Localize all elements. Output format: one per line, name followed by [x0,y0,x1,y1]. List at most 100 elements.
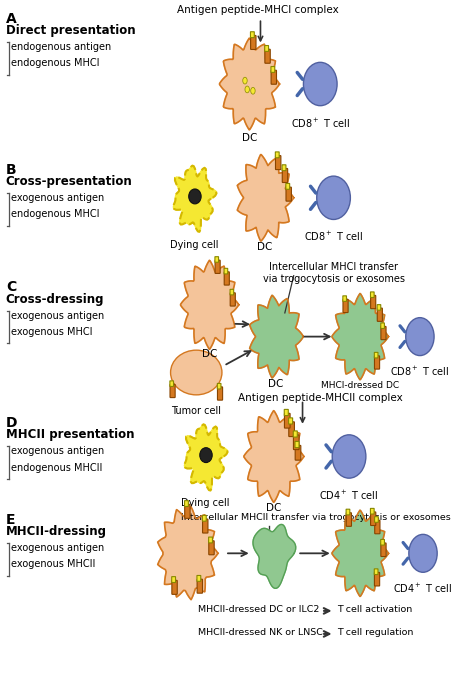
FancyBboxPatch shape [381,543,386,556]
Text: CD4$^+$ T cell: CD4$^+$ T cell [319,489,379,502]
FancyBboxPatch shape [282,169,288,182]
FancyBboxPatch shape [371,512,376,526]
Circle shape [232,58,267,110]
FancyBboxPatch shape [185,505,190,518]
FancyBboxPatch shape [293,431,297,437]
Ellipse shape [317,176,350,220]
FancyBboxPatch shape [381,539,384,545]
FancyBboxPatch shape [202,519,208,533]
Polygon shape [173,166,217,232]
Text: Antigen peptide-MHCII complex: Antigen peptide-MHCII complex [238,393,402,403]
Text: Tumor cell: Tumor cell [171,407,221,416]
Circle shape [170,527,205,580]
FancyBboxPatch shape [374,352,378,358]
FancyBboxPatch shape [293,435,299,449]
FancyBboxPatch shape [381,323,384,328]
FancyBboxPatch shape [197,575,201,581]
FancyBboxPatch shape [275,152,279,158]
Polygon shape [244,411,304,503]
FancyBboxPatch shape [374,517,378,522]
Text: endogenous MHCI: endogenous MHCI [11,58,100,68]
FancyBboxPatch shape [275,156,281,169]
FancyBboxPatch shape [289,422,294,437]
FancyBboxPatch shape [377,305,381,310]
Circle shape [344,312,376,362]
Ellipse shape [303,63,337,105]
FancyBboxPatch shape [289,418,292,424]
Text: Intercellular MHCII transfer via trogocytosis or exosomes: Intercellular MHCII transfer via trogocy… [181,513,451,522]
FancyBboxPatch shape [284,413,290,428]
FancyBboxPatch shape [218,387,223,400]
FancyBboxPatch shape [170,381,173,386]
FancyBboxPatch shape [172,580,177,594]
FancyBboxPatch shape [371,292,374,297]
FancyBboxPatch shape [282,165,286,171]
FancyBboxPatch shape [371,295,376,309]
Polygon shape [181,260,239,350]
FancyBboxPatch shape [295,441,299,447]
Text: MHCII-dressing: MHCII-dressing [6,525,107,538]
FancyBboxPatch shape [209,541,214,555]
FancyBboxPatch shape [286,184,290,189]
Text: endogenous antigen: endogenous antigen [11,42,111,52]
Text: T cell activation: T cell activation [337,605,412,615]
Ellipse shape [332,435,366,478]
Text: D: D [6,416,18,430]
Text: Dying cell: Dying cell [170,240,219,250]
Circle shape [243,78,247,84]
Text: exogenous antigen: exogenous antigen [11,311,104,321]
FancyBboxPatch shape [215,256,219,262]
Circle shape [260,312,292,361]
Text: endogenous MHCI: endogenous MHCI [11,209,100,219]
Circle shape [248,173,282,223]
Text: Intercellular MHCI transfer
via trogocytosis or exosomes: Intercellular MHCI transfer via trogocyt… [263,262,404,284]
Text: C: C [6,280,16,294]
FancyBboxPatch shape [343,299,348,313]
FancyBboxPatch shape [295,445,301,460]
Ellipse shape [200,447,212,462]
FancyBboxPatch shape [271,70,276,84]
Ellipse shape [189,189,201,204]
Text: MHCII-dressed NK or LNSC: MHCII-dressed NK or LNSC [199,628,323,637]
FancyBboxPatch shape [374,356,380,369]
Text: B: B [6,163,17,177]
FancyBboxPatch shape [172,577,175,583]
FancyBboxPatch shape [284,409,288,415]
FancyBboxPatch shape [197,579,202,593]
FancyBboxPatch shape [374,569,378,575]
Text: CD4$^+$ T cell: CD4$^+$ T cell [393,582,453,595]
FancyBboxPatch shape [264,46,269,52]
FancyBboxPatch shape [224,269,228,274]
Text: DC: DC [242,133,257,143]
Text: T cell regulation: T cell regulation [337,628,413,637]
Polygon shape [250,295,303,378]
Text: exogenous antigen: exogenous antigen [11,446,104,456]
FancyBboxPatch shape [381,326,386,340]
FancyBboxPatch shape [224,272,229,285]
FancyBboxPatch shape [218,384,221,389]
Circle shape [251,88,255,94]
Polygon shape [184,424,228,490]
Text: A: A [6,12,17,26]
FancyBboxPatch shape [343,296,346,301]
Text: Cross-presentation: Cross-presentation [6,175,133,188]
FancyBboxPatch shape [250,32,254,37]
FancyBboxPatch shape [346,509,350,515]
Text: Direct presentation: Direct presentation [6,24,136,37]
Text: DC: DC [266,503,282,513]
Ellipse shape [171,350,222,395]
Text: exogenous MHCII: exogenous MHCII [11,560,95,569]
Text: MHCII-dressed DC or ILC2: MHCII-dressed DC or ILC2 [199,605,320,615]
Text: CD8$^+$ T cell: CD8$^+$ T cell [390,365,449,378]
Circle shape [245,86,249,92]
Polygon shape [158,507,218,600]
FancyBboxPatch shape [230,289,234,295]
Text: E: E [6,513,15,527]
FancyBboxPatch shape [170,384,175,398]
Text: endogenous MHCII: endogenous MHCII [11,462,102,473]
FancyBboxPatch shape [209,537,212,543]
Text: Antigen peptide-MHCI complex: Antigen peptide-MHCI complex [177,5,339,15]
Circle shape [193,279,226,330]
FancyBboxPatch shape [286,187,292,201]
FancyBboxPatch shape [346,513,352,526]
